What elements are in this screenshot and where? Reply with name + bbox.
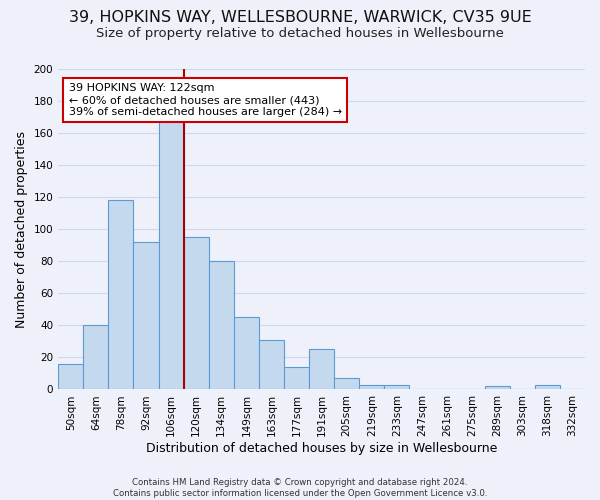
Bar [485,386,510,390]
Bar [385,384,409,390]
Bar [83,326,109,390]
Bar [109,200,133,390]
Bar [184,237,209,390]
Y-axis label: Number of detached properties: Number of detached properties [15,130,28,328]
Text: Contains HM Land Registry data © Crown copyright and database right 2024.
Contai: Contains HM Land Registry data © Crown c… [113,478,487,498]
Bar [158,122,184,390]
Bar [359,384,385,390]
Bar [58,364,83,390]
Bar [133,242,158,390]
X-axis label: Distribution of detached houses by size in Wellesbourne: Distribution of detached houses by size … [146,442,497,455]
Bar [234,318,259,390]
Bar [259,340,284,390]
Bar [334,378,359,390]
Text: Size of property relative to detached houses in Wellesbourne: Size of property relative to detached ho… [96,28,504,40]
Bar [309,350,334,390]
Text: 39, HOPKINS WAY, WELLESBOURNE, WARWICK, CV35 9UE: 39, HOPKINS WAY, WELLESBOURNE, WARWICK, … [68,10,532,25]
Text: 39 HOPKINS WAY: 122sqm
← 60% of detached houses are smaller (443)
39% of semi-de: 39 HOPKINS WAY: 122sqm ← 60% of detached… [69,84,342,116]
Bar [284,367,309,390]
Bar [535,384,560,390]
Bar [209,262,234,390]
